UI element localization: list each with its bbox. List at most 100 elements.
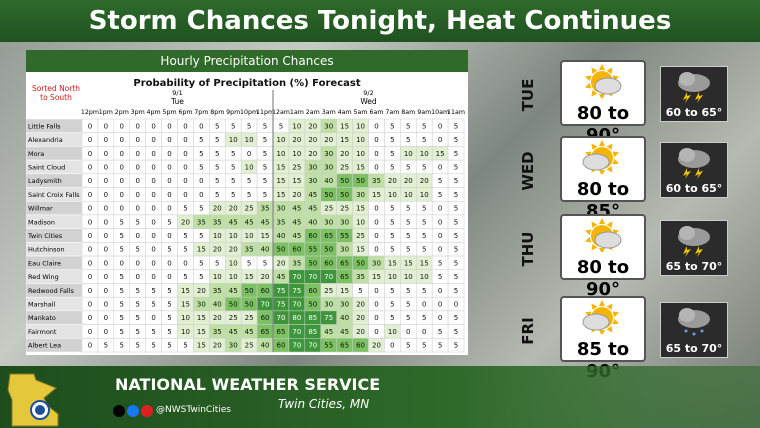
cell-value: 5 <box>422 136 426 144</box>
sun-icon <box>582 140 620 176</box>
low-box: 65 to 70° <box>660 302 728 358</box>
cell-value: 0 <box>199 191 203 199</box>
cell-value: 5 <box>454 246 458 254</box>
cell-value: 10 <box>213 232 222 240</box>
cell-value: 15 <box>261 232 270 240</box>
cell-value: 55 <box>308 246 317 254</box>
cell-value: 0 <box>135 163 139 171</box>
cell-value: 5 <box>406 314 410 322</box>
cell-value: 0 <box>374 246 378 254</box>
cell-value: 5 <box>454 191 458 199</box>
location: Red Wing <box>28 273 59 281</box>
cell-value: 0 <box>374 163 378 171</box>
cell-value: 15 <box>372 191 381 199</box>
cell-value: 35 <box>276 218 285 226</box>
cell-value: 45 <box>292 218 301 226</box>
cell-value: 20 <box>229 246 238 254</box>
cell-value: 70 <box>292 301 301 309</box>
cell-value: 5 <box>390 122 394 130</box>
cell-value: 15 <box>420 259 429 267</box>
cell-value: 0 <box>183 122 187 130</box>
cell-value: 25 <box>324 287 333 295</box>
cell-value: 0 <box>135 136 139 144</box>
cell-value: 20 <box>324 136 333 144</box>
storm-icon <box>678 148 710 179</box>
cell-value: 50 <box>308 259 317 267</box>
cell-value: 25 <box>356 232 365 240</box>
cell-value: 5 <box>438 259 442 267</box>
cell-value: 35 <box>356 273 365 281</box>
location: Redwood Falls <box>28 287 75 295</box>
cell-value: 5 <box>406 342 410 350</box>
cell-value: 20 <box>356 328 365 336</box>
cell-value: 10 <box>388 328 397 336</box>
cell-value: 45 <box>292 232 301 240</box>
cell-value: 50 <box>245 301 254 309</box>
cell-value: 25 <box>340 163 349 171</box>
cell-value: 10 <box>276 150 285 158</box>
cell-value: 0 <box>374 122 378 130</box>
cell-value: 0 <box>104 191 108 199</box>
cell-value: 5 <box>454 259 458 267</box>
cell-value: 0 <box>135 259 139 267</box>
cell-value: 0 <box>104 328 108 336</box>
cell-value: 5 <box>120 301 124 309</box>
cell-value: 5 <box>167 287 171 295</box>
cell-value: 70 <box>292 328 301 336</box>
cell-value: 20 <box>308 136 317 144</box>
cell-value: 5 <box>263 150 267 158</box>
cell-value: 20 <box>261 273 270 281</box>
cell-value: 5 <box>438 342 442 350</box>
cell-value: 5 <box>120 342 124 350</box>
cell-value: 5 <box>231 122 235 130</box>
cell-value: 15 <box>245 273 254 281</box>
cell-value: 20 <box>340 150 349 158</box>
cell-value: 5 <box>167 301 171 309</box>
cell-value: 0 <box>167 232 171 240</box>
cell-value: 0 <box>88 150 92 158</box>
cell-value: 5 <box>406 122 410 130</box>
cell-value: 5 <box>454 163 458 171</box>
cell-value: 20 <box>213 205 222 213</box>
cell-value: 0 <box>151 246 155 254</box>
cell-value: 45 <box>308 191 317 199</box>
cell-value: 0 <box>422 301 426 309</box>
cell-value: 0 <box>88 232 92 240</box>
cell-value: 0 <box>151 273 155 281</box>
cell-value: 0 <box>167 273 171 281</box>
cell-value: 35 <box>197 218 206 226</box>
cell-value: 5 <box>215 136 219 144</box>
cell-value: 35 <box>261 205 270 213</box>
cell-value: 5 <box>390 301 394 309</box>
cell-value: 0 <box>104 259 108 267</box>
cell-value: 0 <box>167 205 171 213</box>
cell-value: 0 <box>167 122 171 130</box>
cell-value: 5 <box>215 177 219 185</box>
cell-value: 5 <box>454 150 458 158</box>
cell-value: 10 <box>245 232 254 240</box>
cell-value: 5 <box>183 232 187 240</box>
cell-value: 15 <box>372 273 381 281</box>
cell-value: 5 <box>231 177 235 185</box>
panel-subtitle: Probability of Precipitation (%) Forecas… <box>133 78 360 89</box>
cell-value: 5 <box>406 287 410 295</box>
cell-value: 0 <box>454 301 458 309</box>
cell-value: 60 <box>308 232 317 240</box>
cell-value: 30 <box>324 218 333 226</box>
cell-value: 5 <box>135 246 139 254</box>
cell-value: 5 <box>247 177 251 185</box>
cell-value: 30 <box>356 191 365 199</box>
cell-value: 5 <box>199 232 203 240</box>
cell-value: 0 <box>374 232 378 240</box>
cell-value: 60 <box>261 314 270 322</box>
cell-value: 0 <box>167 177 171 185</box>
cell-value: 10 <box>356 218 365 226</box>
location: Mankato <box>28 314 56 322</box>
cell-value: 20 <box>292 191 301 199</box>
cell-value: 0 <box>151 218 155 226</box>
cell-value: 30 <box>340 246 349 254</box>
cell-value: 45 <box>340 328 349 336</box>
hour-label: 4am <box>338 109 352 116</box>
cell-value: 5 <box>231 191 235 199</box>
cell-value: 10 <box>213 273 222 281</box>
